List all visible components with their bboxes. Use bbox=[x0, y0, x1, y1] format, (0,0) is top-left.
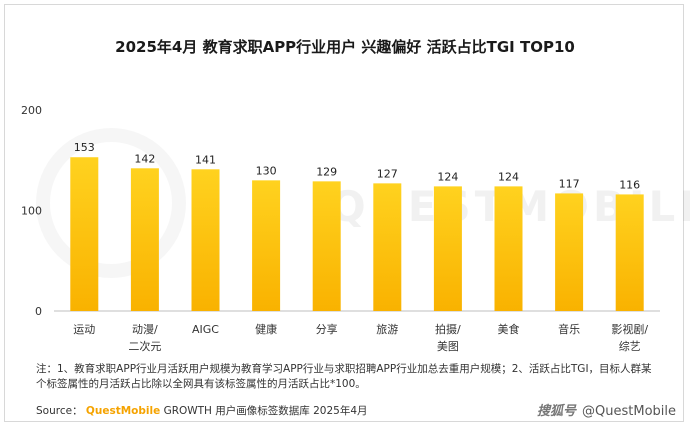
footnote: 注：1、教育求职APP行业月活跃用户规模为教育学习APP行业与求职招聘APP行业… bbox=[36, 363, 652, 390]
bar-chart: 0 100 200 153 运动 142 动漫/二次元 141 AIGC 130 健康 129 分享 12… bbox=[21, 104, 660, 353]
data-label: 127 bbox=[377, 167, 398, 180]
y-tick-label: 200 bbox=[21, 104, 42, 117]
bar bbox=[373, 183, 402, 311]
source-brand: QuestMobile bbox=[85, 405, 161, 417]
data-label: 142 bbox=[134, 152, 155, 165]
x-tick-label: 音乐 bbox=[558, 322, 580, 336]
x-tick-label: 健康 bbox=[255, 322, 277, 336]
bar bbox=[130, 168, 159, 311]
source-line: Source： QuestMobile GROWTH 用户画像标签数据库 202… bbox=[36, 403, 368, 418]
x-tick-label: AIGC bbox=[192, 323, 219, 336]
bar bbox=[312, 181, 341, 311]
bar bbox=[70, 157, 99, 311]
x-tick-label: 旅游 bbox=[376, 322, 398, 336]
x-tick-label: 综艺 bbox=[619, 339, 641, 353]
data-label: 124 bbox=[498, 170, 519, 183]
data-label: 117 bbox=[559, 177, 580, 190]
x-tick-label: 运动 bbox=[73, 323, 95, 336]
data-label: 153 bbox=[74, 141, 95, 154]
data-label: 116 bbox=[619, 178, 640, 191]
x-tick-label: 美食 bbox=[498, 322, 520, 336]
x-tick-label: 动漫/ bbox=[132, 322, 158, 336]
source-label: Source： bbox=[36, 405, 83, 417]
y-tick-label: 100 bbox=[21, 205, 42, 218]
data-label: 129 bbox=[316, 165, 337, 178]
x-tick-label: 影视剧/ bbox=[611, 322, 648, 336]
bar bbox=[252, 180, 281, 311]
x-tick-label: 美图 bbox=[437, 340, 459, 353]
source-text: GROWTH 用户画像标签数据库 2025年4月 bbox=[163, 405, 368, 417]
x-tick-label: 拍摄/ bbox=[435, 322, 461, 336]
x-tick-label: 分享 bbox=[316, 322, 338, 336]
data-label: 124 bbox=[437, 170, 458, 183]
chart-frame bbox=[4, 4, 684, 422]
y-tick-label: 0 bbox=[35, 305, 42, 318]
bar bbox=[494, 186, 523, 311]
account-handle: @QuestMobile bbox=[582, 404, 676, 419]
bar bbox=[191, 169, 220, 311]
chart-title: 2025年4月 教育求职APP行业用户 兴趣偏好 活跃占比TGI TOP10 bbox=[115, 38, 575, 56]
platform-watermark: 搜狐号 @QuestMobile bbox=[537, 400, 676, 419]
bar bbox=[555, 193, 584, 311]
platform-logo: 搜狐号 bbox=[537, 404, 577, 419]
bar bbox=[615, 194, 644, 311]
bar bbox=[433, 186, 462, 311]
x-tick-label: 二次元 bbox=[128, 339, 161, 353]
data-label: 130 bbox=[256, 164, 277, 177]
data-label: 141 bbox=[195, 153, 216, 166]
